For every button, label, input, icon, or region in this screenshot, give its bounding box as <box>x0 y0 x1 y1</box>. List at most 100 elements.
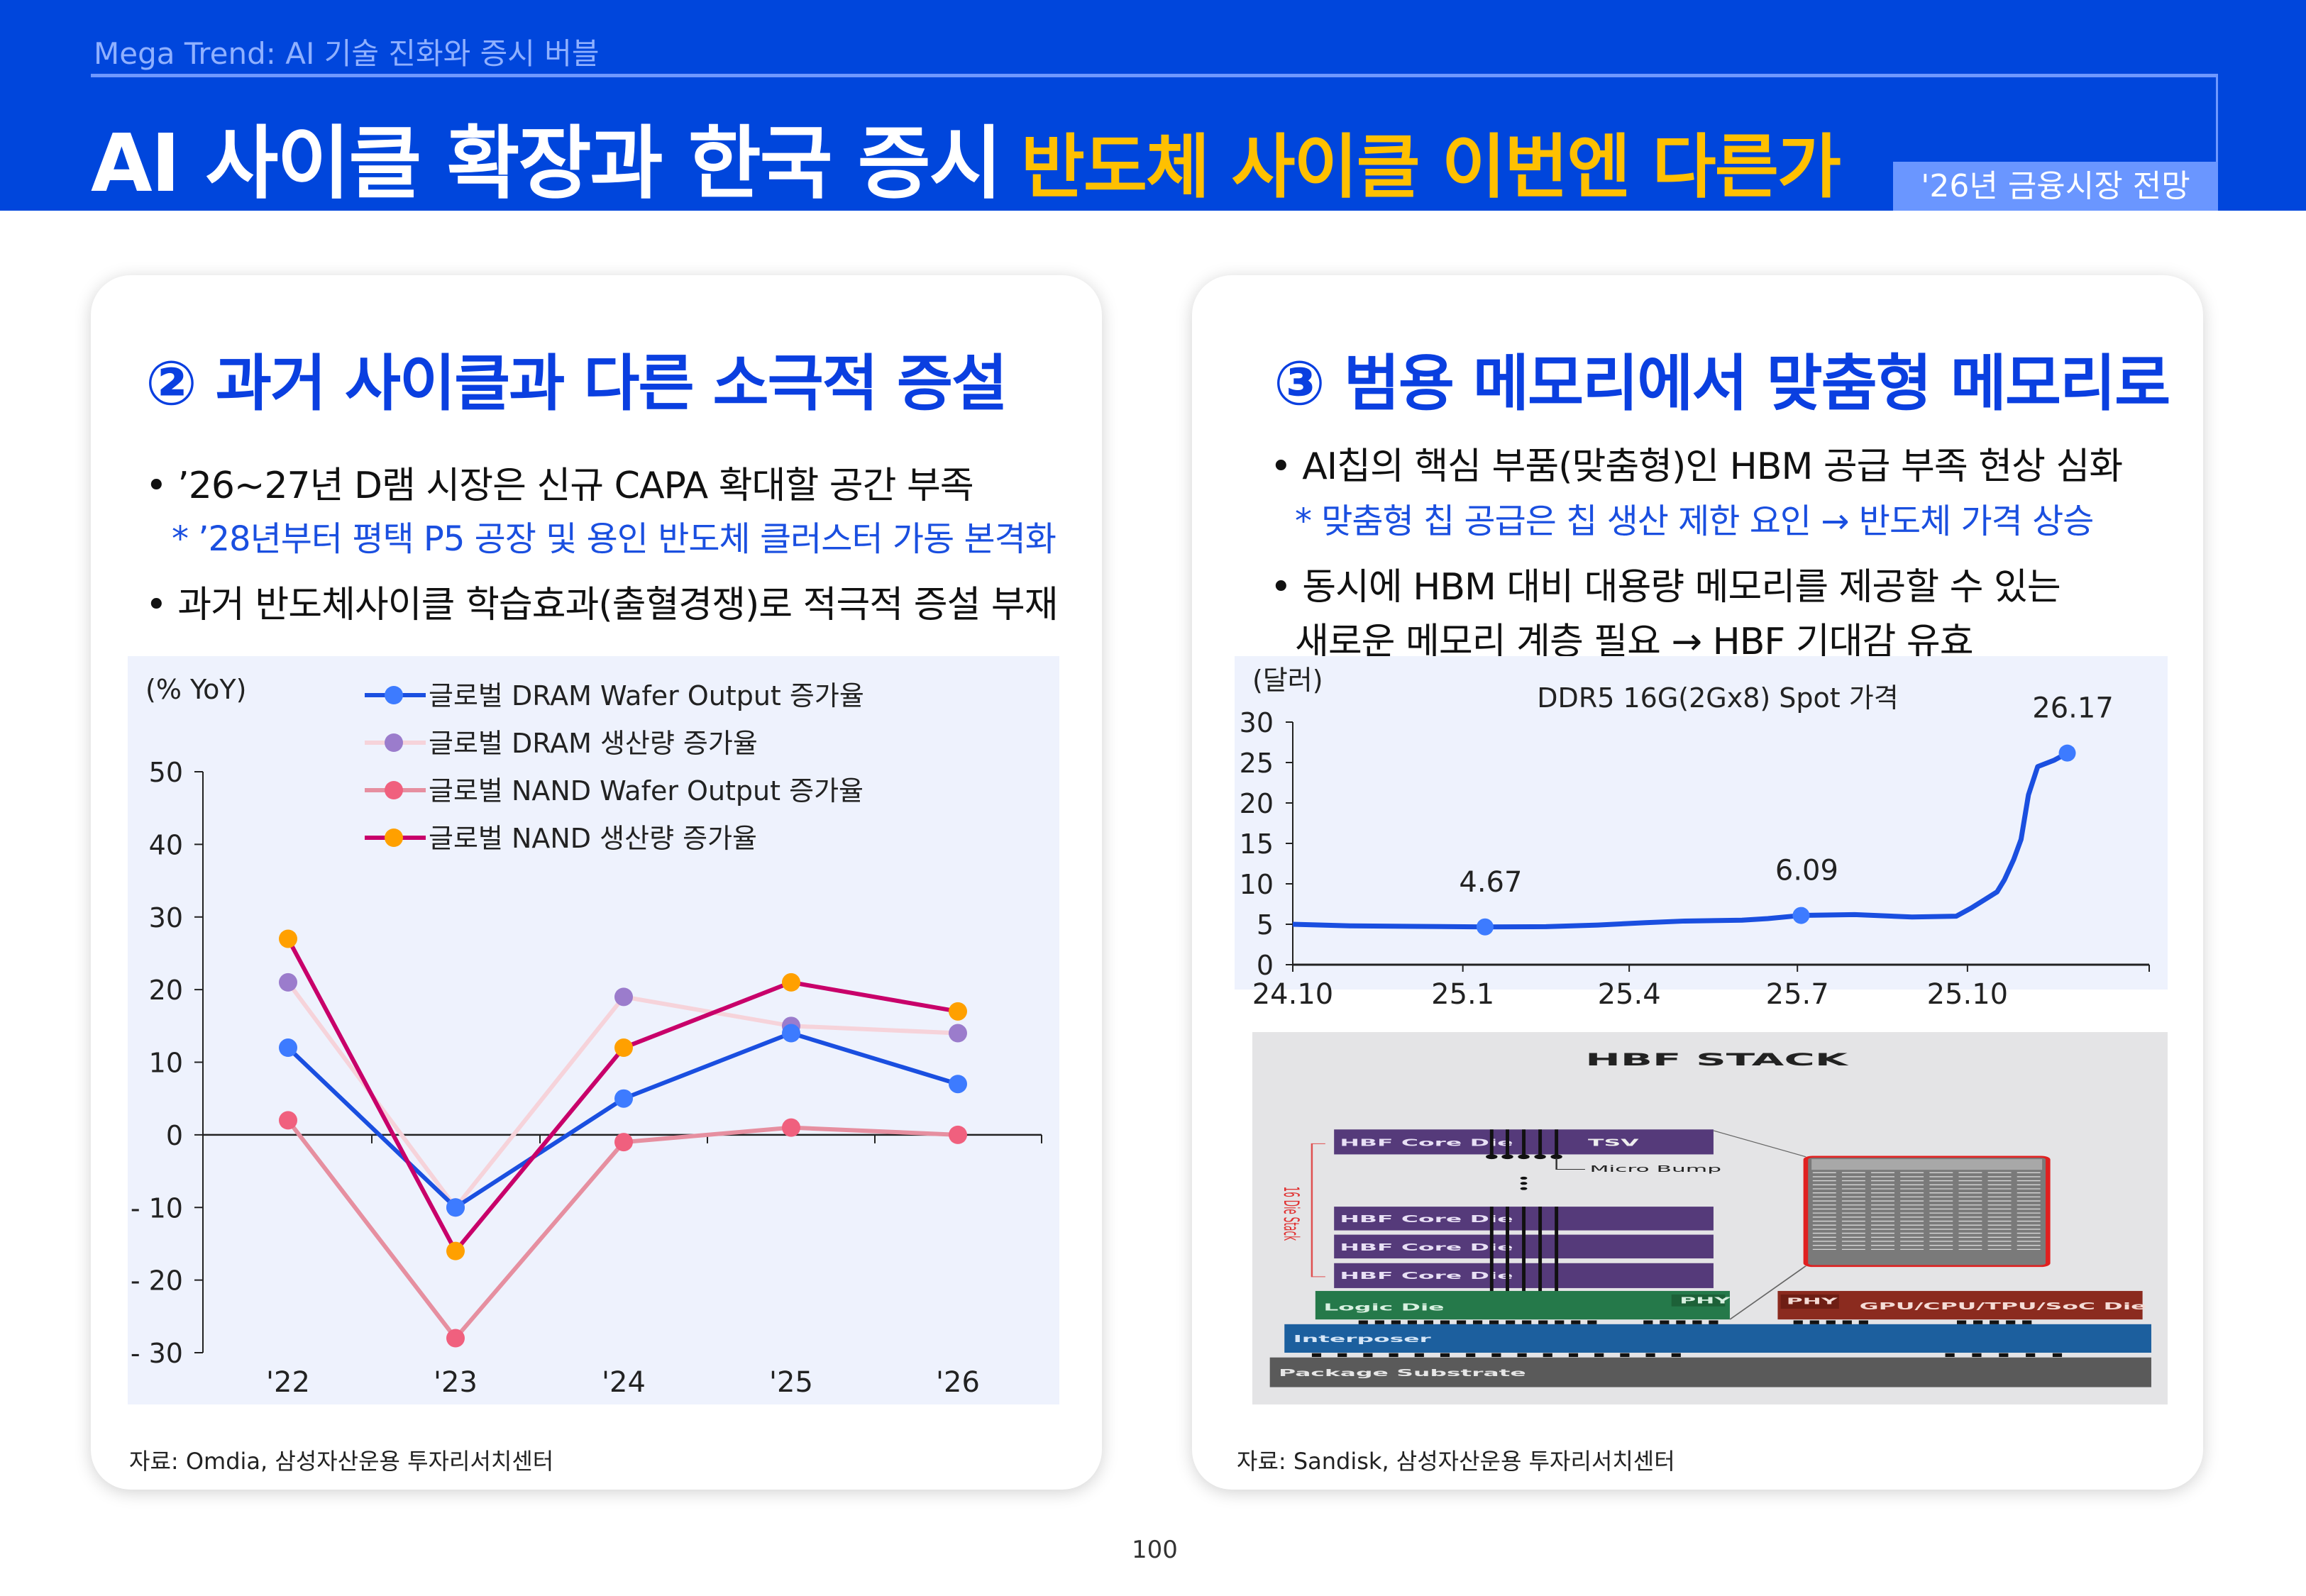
y-axis-label: (달러) <box>1252 665 1323 696</box>
bump <box>1358 1320 1368 1324</box>
report-badge: '26년 금융시장 전망 <box>1893 162 2218 211</box>
phy-label: PHY <box>1787 1296 1838 1307</box>
bump <box>1957 1320 1967 1324</box>
bump <box>2052 1353 2063 1358</box>
package-substrate <box>1269 1357 2151 1387</box>
core-die-label: HBF Core Die <box>1340 1270 1513 1281</box>
header-divider-vertical <box>2216 74 2218 165</box>
y-tick-label: 20 <box>149 975 183 1006</box>
y-tick-label: 30 <box>1240 707 1274 738</box>
bump <box>1571 1320 1581 1324</box>
data-point <box>279 929 297 948</box>
y-tick-label: 0 <box>1257 950 1274 981</box>
bump <box>1842 1320 1852 1324</box>
y-tick-label: - 10 <box>131 1192 183 1224</box>
data-point <box>949 1024 967 1043</box>
data-point <box>446 1329 465 1348</box>
legend-label: 글로벌 NAND Wafer Output 증가율 <box>429 775 864 807</box>
price-line <box>1292 750 2069 930</box>
bump <box>1363 1353 1373 1358</box>
bump <box>1311 1353 1322 1358</box>
bump <box>1506 1320 1516 1324</box>
data-point <box>279 972 297 992</box>
bump <box>1440 1353 1450 1358</box>
legend-label: 글로벌 DRAM Wafer Output 증가율 <box>429 680 864 711</box>
logic-die <box>1315 1290 1730 1320</box>
x-tick-label: '25 <box>769 1366 813 1399</box>
data-point <box>949 1075 967 1094</box>
x-tick-label: 25.10 <box>1927 978 2009 1011</box>
data-label: 4.67 <box>1459 866 1522 899</box>
y-tick-label: 40 <box>149 829 183 860</box>
legend-marker <box>385 829 403 847</box>
data-point <box>782 972 800 992</box>
page-number: 100 <box>1132 1536 1178 1564</box>
y-tick-label: 15 <box>1240 829 1274 860</box>
title-main: AI 사이클 확장과 한국 증시 <box>91 118 1003 210</box>
y-tick-label: 0 <box>166 1120 183 1151</box>
header-divider <box>91 74 2218 77</box>
data-point <box>614 1133 633 1152</box>
x-tick-label: '24 <box>602 1366 646 1399</box>
x-tick-label: '26 <box>936 1366 980 1399</box>
bump <box>1407 1320 1418 1324</box>
bump <box>1858 1320 1868 1324</box>
data-point <box>614 1089 633 1108</box>
y-tick-label: 10 <box>149 1048 183 1079</box>
bump <box>1391 1320 1401 1324</box>
data-point <box>1792 907 1810 924</box>
left-bullet-1-note: * ’28년부터 평택 P5 공장 및 용인 반도체 클러스터 가동 본격화 <box>172 519 1057 559</box>
data-point <box>949 1125 967 1144</box>
y-tick-label: 5 <box>1257 909 1274 941</box>
left-source: 자료: Omdia, 삼성자산운용 투자리서치센터 <box>129 1448 554 1475</box>
bump <box>1826 1320 1836 1324</box>
y-tick-label: 25 <box>1240 748 1274 779</box>
die-zoom-inset <box>1803 1156 2051 1268</box>
interposer-label: Interposer <box>1293 1334 1432 1344</box>
x-tick-label: '22 <box>266 1366 310 1399</box>
bump <box>1945 1353 1955 1358</box>
data-point <box>279 1111 297 1130</box>
bump <box>1456 1320 1467 1324</box>
bump <box>1671 1353 1681 1358</box>
core-die-label: HBF Core Die <box>1340 1214 1513 1224</box>
bump <box>1620 1353 1630 1358</box>
x-tick-label: 24.10 <box>1252 978 1334 1011</box>
y-tick-label: - 30 <box>131 1338 183 1369</box>
logic-die-label: Logic Die <box>1323 1302 1444 1312</box>
data-point <box>279 1038 297 1058</box>
data-label: 26.17 <box>2032 692 2114 725</box>
legend-marker <box>385 686 403 704</box>
y-tick-label: 50 <box>149 757 183 788</box>
right-bullet-1: • AI칩의 핵심 부품(맞춤형)인 HBM 공급 부족 현상 심화 <box>1270 445 2123 488</box>
bump <box>1538 1320 1548 1324</box>
right-bullet-2: • 동시에 HBM 대비 대용량 메모리를 제공할 수 있는 <box>1270 566 2061 609</box>
bump <box>1594 1353 1604 1358</box>
legend-marker <box>385 781 403 799</box>
x-tick-label: '23 <box>434 1366 478 1399</box>
bump <box>1491 1353 1501 1358</box>
data-point <box>782 1118 800 1137</box>
core-die-label: HBF Core Die <box>1340 1137 1513 1148</box>
substrate-label: Package Substrate <box>1279 1368 1526 1378</box>
bump <box>1692 1320 1702 1324</box>
y-tick-label: 30 <box>149 902 183 933</box>
right-chart-panel <box>1235 656 2168 990</box>
bump <box>1466 1353 1476 1358</box>
right-heading: ③ 범용 메모리에서 맞춤형 메모리로 <box>1274 348 2170 419</box>
left-bullet-1: • ’26~27년 D램 시장은 신규 CAPA 확대할 공간 부족 <box>145 465 974 507</box>
bump <box>1414 1353 1424 1358</box>
data-point <box>614 1038 633 1058</box>
bump <box>1990 1320 1999 1324</box>
data-point <box>446 1241 465 1260</box>
bump <box>1517 1353 1527 1358</box>
bump <box>1643 1320 1653 1324</box>
hbf-title: HBF STACK <box>1585 1049 1849 1069</box>
legend-label: 글로벌 NAND 생산량 증가율 <box>429 823 757 854</box>
x-tick-label: 25.1 <box>1431 978 1494 1011</box>
bump <box>1489 1320 1499 1324</box>
stack-label: 16 Die Stack <box>1279 1187 1303 1241</box>
hbf-stack-figure: HBF STACK HBF Core Die HBF Core Die HBF … <box>1269 1049 2151 1387</box>
